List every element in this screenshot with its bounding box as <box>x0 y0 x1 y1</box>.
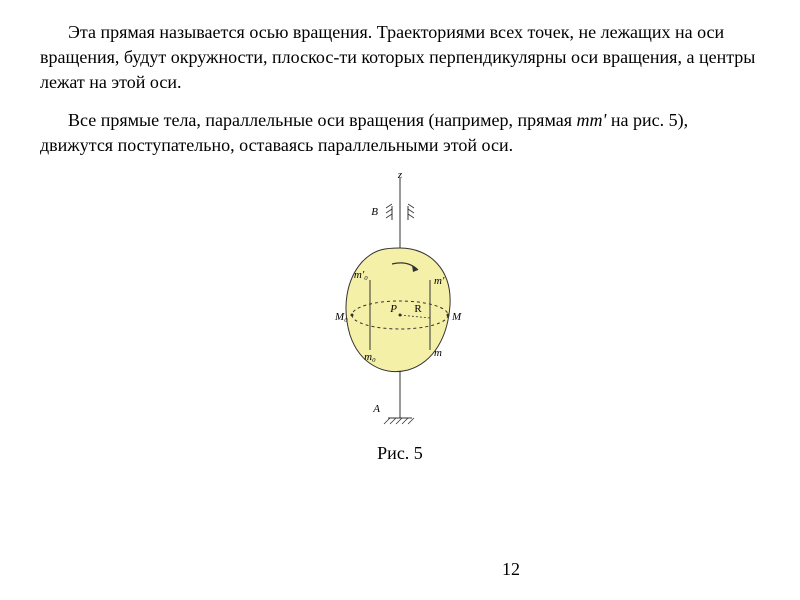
paragraph-2: Все прямые тела, параллельные оси вращен… <box>40 108 760 158</box>
label-M0: M₀ <box>334 311 348 323</box>
figure-caption: Рис. 5 <box>40 443 760 464</box>
label-M: M <box>451 311 462 323</box>
label-m0-prime: m'₀ <box>354 269 368 281</box>
figure-diagram: z B <box>300 170 500 430</box>
label-R: R <box>414 303 422 315</box>
label-m0: m₀ <box>364 351 376 363</box>
figure-container: z B <box>40 170 760 464</box>
para1-text: Эта прямая называется осью вращения. Тра… <box>40 22 755 92</box>
label-m-prime: m' <box>434 275 445 287</box>
point-M <box>447 313 450 316</box>
label-B: B <box>371 206 378 218</box>
bearing-bottom <box>384 418 414 424</box>
point-P <box>399 313 402 316</box>
para2-text-1: Все прямые тела, параллельные оси вращен… <box>68 110 576 130</box>
point-M0 <box>351 313 354 316</box>
para2-italic: mm' <box>576 110 606 130</box>
label-A: A <box>372 403 380 415</box>
paragraph-1: Эта прямая называется осью вращения. Тра… <box>40 20 760 96</box>
label-z: z <box>397 170 403 181</box>
label-m: m <box>434 347 442 359</box>
page-number: 12 <box>502 559 520 580</box>
label-P: P <box>389 303 397 315</box>
